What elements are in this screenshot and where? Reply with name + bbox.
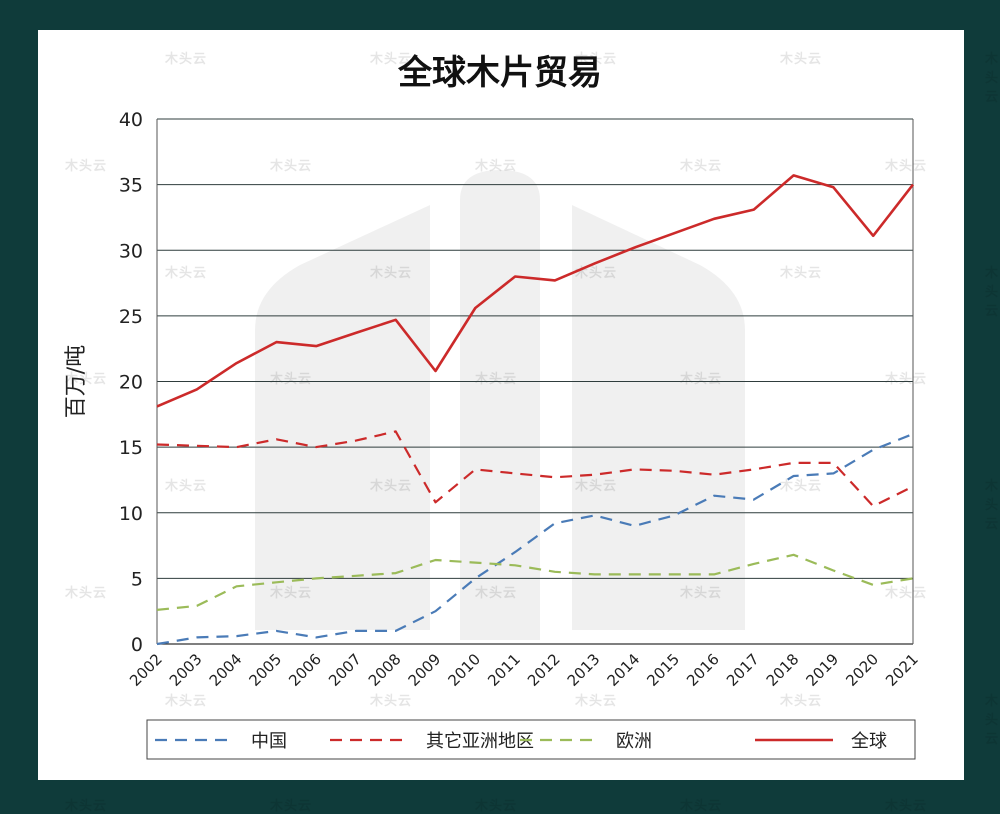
watermark-text: 木头云 <box>65 372 108 387</box>
legend-label: 其它亚洲地区 <box>426 731 534 752</box>
watermark-text: 木头云 <box>780 694 823 709</box>
series-line <box>156 553 914 611</box>
x-tick-label: 2005 <box>245 650 285 690</box>
watermark-text: 木头云 <box>370 262 412 281</box>
y-tick-label: 30 <box>119 240 143 262</box>
watermark-text: 木头云 <box>65 799 108 814</box>
y-tick-label: 35 <box>119 175 143 197</box>
watermark-text: 木头云 <box>885 799 928 814</box>
y-tick-label: 20 <box>119 372 143 394</box>
x-tick-label: 2018 <box>763 650 803 690</box>
watermark-text: 木头云 <box>370 694 413 709</box>
watermark-text: 木头云 <box>165 52 208 67</box>
watermark-text: 木头云 <box>575 52 618 67</box>
y-tick-label: 40 <box>119 109 143 131</box>
x-tick-label: 2012 <box>524 650 564 690</box>
watermark-text: 木头云 <box>475 159 518 174</box>
x-tick-label: 2017 <box>723 650 763 690</box>
x-tick-label: 2014 <box>604 650 644 690</box>
chart-title: 全球木片贸易 <box>398 53 602 93</box>
watermark-text: 木头云 <box>65 586 108 601</box>
watermark-text: 木头云 <box>780 266 823 281</box>
watermark-text: 木头云 <box>270 799 313 814</box>
y-tick-label: 0 <box>131 634 143 656</box>
series-line <box>156 174 915 408</box>
y-tick-label: 15 <box>119 437 143 459</box>
x-tick-label: 2013 <box>564 650 604 690</box>
watermark-text: 木头云 <box>575 262 617 281</box>
series-line <box>156 430 914 508</box>
chart-card <box>38 30 964 780</box>
watermark-text: 木头云 <box>575 475 617 494</box>
x-tick-label: 2021 <box>882 650 922 690</box>
watermark-text: 木头云 <box>370 52 413 67</box>
x-tick-label: 2004 <box>206 650 246 690</box>
x-tick-label: 2009 <box>405 650 445 690</box>
watermark-text: 木头云 <box>680 582 722 601</box>
watermark-text: 木头云 <box>885 372 928 387</box>
x-tick-label: 2019 <box>803 650 843 690</box>
x-tick-label: 2011 <box>484 650 524 690</box>
x-tick-label: 2020 <box>842 650 882 690</box>
x-tick-label: 2003 <box>166 650 206 690</box>
y-tick-label: 5 <box>131 568 143 590</box>
watermark-text: 木头云 <box>575 694 618 709</box>
watermark-text: 木头云 <box>270 368 312 387</box>
legend-label: 欧洲 <box>616 731 652 752</box>
x-tick-label: 2016 <box>683 650 723 690</box>
watermark-text: 木头云 <box>270 159 313 174</box>
watermark-text: 木头云 <box>65 159 108 174</box>
series-line <box>156 432 914 646</box>
watermark-text: 木头云 <box>370 475 412 494</box>
legend-label: 中国 <box>251 731 287 752</box>
watermark-text: 木头云 <box>985 266 1000 319</box>
x-tick-label: 2007 <box>325 650 365 690</box>
watermark-text: 木头云 <box>680 799 723 814</box>
watermark-text: 木头云 <box>680 368 722 387</box>
y-tick-label: 10 <box>119 503 143 525</box>
watermark-text: 木头云 <box>270 582 312 601</box>
x-tick-label: 2002 <box>126 650 166 690</box>
watermark-text: 木头云 <box>985 694 1000 747</box>
x-tick-label: 2010 <box>444 650 484 690</box>
watermark-text: 木头云 <box>780 479 823 494</box>
watermark-text: 木头云 <box>165 694 208 709</box>
watermark-text: 木头云 <box>780 52 823 67</box>
x-tick-label: 2006 <box>285 650 325 690</box>
watermark-text: 木头云 <box>885 159 928 174</box>
legend-label: 全球 <box>851 731 887 752</box>
logo-watermark-shape <box>255 205 430 630</box>
x-tick-label: 2015 <box>643 650 683 690</box>
logo-watermark-shape <box>572 205 745 630</box>
watermark-text: 木头云 <box>475 582 517 601</box>
watermark-text: 木头云 <box>475 368 517 387</box>
logo-watermark-shape <box>460 170 540 640</box>
watermark-text: 木头云 <box>165 479 208 494</box>
x-tick-label: 2008 <box>365 650 405 690</box>
watermark-text: 木头云 <box>985 479 1000 532</box>
watermark-text: 木头云 <box>165 266 208 281</box>
watermark-text: 木头云 <box>475 799 518 814</box>
watermark-text: 木头云 <box>985 52 1000 105</box>
watermark-text: 木头云 <box>885 586 928 601</box>
y-axis-label: 百万/吨 <box>64 345 89 418</box>
watermark-text: 木头云 <box>680 159 723 174</box>
y-tick-label: 25 <box>119 306 143 328</box>
